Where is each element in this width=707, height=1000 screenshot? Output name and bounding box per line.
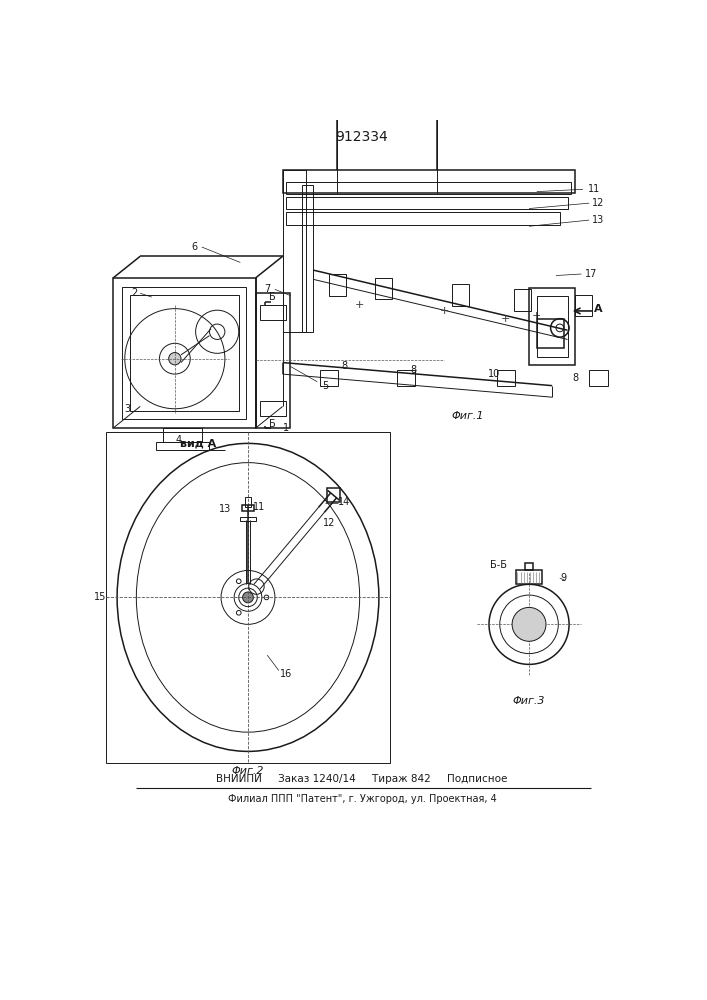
Text: A: A xyxy=(594,304,602,314)
Bar xyxy=(497,370,515,386)
Bar xyxy=(130,295,239,411)
Bar xyxy=(516,570,542,584)
Bar xyxy=(240,517,256,521)
Text: 4: 4 xyxy=(175,435,182,445)
Text: 2: 2 xyxy=(132,288,138,298)
Text: Φиг.1: Φиг.1 xyxy=(451,411,484,421)
Bar xyxy=(320,370,338,386)
Bar xyxy=(259,305,286,320)
Bar xyxy=(431,102,442,109)
Text: 17: 17 xyxy=(585,269,597,279)
Text: ВНИИПИ     Заказ 1240/14     Тираж 842     Подписное: ВНИИПИ Заказ 1240/14 Тираж 842 Подписное xyxy=(216,774,508,784)
Text: Филиал ППП "Патент", г. Ужгород, ул. Проектная, 4: Филиал ППП "Патент", г. Ужгород, ул. Про… xyxy=(228,794,496,804)
Text: 9: 9 xyxy=(561,573,567,583)
Circle shape xyxy=(512,607,546,641)
Bar xyxy=(113,278,256,428)
Bar xyxy=(433,93,440,104)
Bar xyxy=(397,370,415,386)
Text: Б: Б xyxy=(269,292,276,302)
Bar xyxy=(242,505,254,511)
Bar xyxy=(302,185,313,332)
Text: 8: 8 xyxy=(411,365,416,375)
Text: 15: 15 xyxy=(94,592,106,602)
Text: 14: 14 xyxy=(338,497,351,507)
Bar xyxy=(156,442,209,450)
Text: 11: 11 xyxy=(588,184,601,194)
Bar xyxy=(452,284,469,306)
Bar xyxy=(575,295,592,316)
Bar xyxy=(537,319,563,348)
Circle shape xyxy=(169,353,181,365)
Bar xyxy=(375,278,392,299)
Text: 8: 8 xyxy=(572,373,578,383)
Text: Б-Б: Б-Б xyxy=(490,560,507,570)
Text: 1: 1 xyxy=(284,423,290,433)
Text: 12: 12 xyxy=(592,198,604,208)
Text: +: + xyxy=(355,300,364,310)
Bar xyxy=(514,289,530,311)
Bar xyxy=(334,93,339,104)
Text: 7: 7 xyxy=(264,284,270,294)
Text: +: + xyxy=(440,306,449,316)
Bar xyxy=(537,296,568,357)
Text: 5: 5 xyxy=(322,381,328,391)
Text: вид A: вид A xyxy=(180,438,216,448)
Bar xyxy=(283,170,575,193)
Text: Б: Б xyxy=(269,419,276,429)
Bar xyxy=(259,401,286,416)
Text: Φиг.2: Φиг.2 xyxy=(232,766,264,776)
Bar xyxy=(256,293,291,428)
Bar xyxy=(286,197,568,209)
Bar xyxy=(327,488,340,502)
Text: 13: 13 xyxy=(218,504,231,514)
Text: 11: 11 xyxy=(253,502,266,512)
Text: Φиг.3: Φиг.3 xyxy=(513,696,545,706)
Text: 8: 8 xyxy=(341,361,347,371)
Bar xyxy=(525,563,533,570)
Text: 13: 13 xyxy=(592,215,604,225)
Text: 912334: 912334 xyxy=(336,130,388,144)
Bar xyxy=(329,274,346,296)
Bar xyxy=(286,182,571,194)
Bar xyxy=(105,432,390,763)
Text: 16: 16 xyxy=(281,669,293,679)
Text: 6: 6 xyxy=(191,242,197,252)
Bar xyxy=(283,170,305,332)
Text: +: + xyxy=(532,311,542,321)
Bar xyxy=(122,287,247,419)
Bar xyxy=(286,212,560,225)
Circle shape xyxy=(527,622,531,626)
Text: 12: 12 xyxy=(322,518,335,528)
Text: +: + xyxy=(501,314,510,324)
Bar xyxy=(245,497,251,507)
Circle shape xyxy=(243,592,253,603)
Bar xyxy=(163,428,201,442)
Bar xyxy=(529,288,575,365)
Text: 3: 3 xyxy=(124,404,130,414)
Text: 10: 10 xyxy=(489,369,501,379)
Bar xyxy=(331,102,342,109)
Bar xyxy=(589,370,607,386)
